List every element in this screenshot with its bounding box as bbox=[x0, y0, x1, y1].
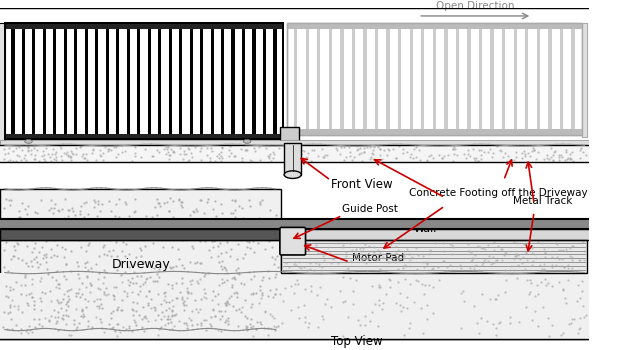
FancyBboxPatch shape bbox=[280, 228, 306, 255]
Bar bbox=[263, 29, 266, 134]
Bar bbox=[306, 29, 309, 129]
Ellipse shape bbox=[25, 140, 32, 143]
Bar bbox=[179, 29, 182, 134]
Text: Motor Pad: Motor Pad bbox=[352, 253, 404, 263]
Bar bbox=[74, 29, 78, 134]
Bar bbox=[525, 29, 528, 129]
Bar bbox=[363, 29, 366, 129]
Bar bbox=[513, 29, 517, 129]
Bar bbox=[221, 29, 224, 134]
Bar bbox=[421, 29, 425, 129]
Bar bbox=[190, 29, 193, 134]
Text: Wall: Wall bbox=[414, 224, 436, 234]
Bar bbox=[95, 29, 99, 134]
Ellipse shape bbox=[243, 140, 251, 143]
Text: Concrete Footing off the Driveway: Concrete Footing off the Driveway bbox=[409, 188, 587, 198]
Bar bbox=[5, 23, 283, 140]
Bar bbox=[433, 29, 436, 129]
Bar bbox=[242, 29, 246, 134]
Bar bbox=[340, 29, 343, 129]
Bar bbox=[64, 29, 67, 134]
Bar bbox=[158, 29, 161, 134]
Bar bbox=[0, 145, 589, 162]
Bar bbox=[490, 29, 494, 129]
Bar bbox=[137, 29, 140, 134]
Bar bbox=[280, 127, 299, 144]
Bar bbox=[11, 29, 14, 134]
Bar bbox=[467, 29, 471, 129]
Bar bbox=[200, 29, 203, 134]
Bar bbox=[287, 23, 582, 135]
Bar bbox=[287, 129, 582, 135]
Text: Front View: Front View bbox=[330, 177, 392, 190]
Bar bbox=[444, 29, 448, 129]
Bar bbox=[5, 134, 283, 140]
Bar bbox=[582, 23, 587, 136]
Bar bbox=[548, 29, 552, 129]
Bar bbox=[126, 29, 130, 134]
Bar bbox=[375, 29, 378, 129]
Bar bbox=[281, 240, 587, 273]
Bar bbox=[287, 23, 582, 135]
Bar bbox=[386, 29, 390, 129]
Bar bbox=[284, 143, 301, 175]
Bar bbox=[294, 29, 298, 129]
Bar bbox=[273, 29, 277, 134]
Bar bbox=[53, 29, 56, 134]
Bar bbox=[287, 23, 582, 29]
Text: Guide Post: Guide Post bbox=[342, 204, 398, 214]
Bar bbox=[105, 29, 109, 134]
Bar bbox=[410, 29, 413, 129]
Bar bbox=[0, 219, 589, 229]
Bar bbox=[84, 29, 88, 134]
Bar bbox=[317, 29, 321, 129]
Bar bbox=[43, 29, 46, 134]
Bar bbox=[398, 29, 401, 129]
Bar bbox=[0, 23, 5, 142]
Bar bbox=[479, 29, 482, 129]
Text: Open Direction: Open Direction bbox=[436, 1, 515, 11]
Text: Top View: Top View bbox=[330, 335, 383, 348]
Text: Driveway: Driveway bbox=[111, 258, 170, 272]
Bar bbox=[211, 29, 214, 134]
Bar bbox=[0, 229, 589, 240]
Bar bbox=[571, 29, 575, 129]
Bar bbox=[5, 23, 283, 140]
Bar bbox=[456, 29, 459, 129]
Bar bbox=[231, 29, 235, 134]
Bar bbox=[148, 29, 151, 134]
Text: Metal Track: Metal Track bbox=[513, 196, 573, 206]
Bar bbox=[22, 29, 25, 134]
Bar bbox=[32, 29, 35, 134]
Bar bbox=[0, 140, 589, 145]
Bar bbox=[0, 273, 589, 341]
Bar bbox=[537, 29, 540, 129]
Bar bbox=[560, 29, 563, 129]
Bar bbox=[116, 29, 120, 134]
Bar bbox=[329, 29, 332, 129]
Bar bbox=[169, 29, 172, 134]
Bar bbox=[0, 189, 281, 341]
Ellipse shape bbox=[284, 171, 301, 178]
Bar bbox=[5, 23, 283, 29]
Bar bbox=[0, 229, 281, 240]
Bar bbox=[352, 29, 355, 129]
Bar bbox=[252, 29, 256, 134]
Bar bbox=[502, 29, 505, 129]
